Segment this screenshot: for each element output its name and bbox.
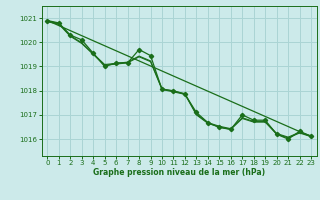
X-axis label: Graphe pression niveau de la mer (hPa): Graphe pression niveau de la mer (hPa) xyxy=(93,168,265,177)
